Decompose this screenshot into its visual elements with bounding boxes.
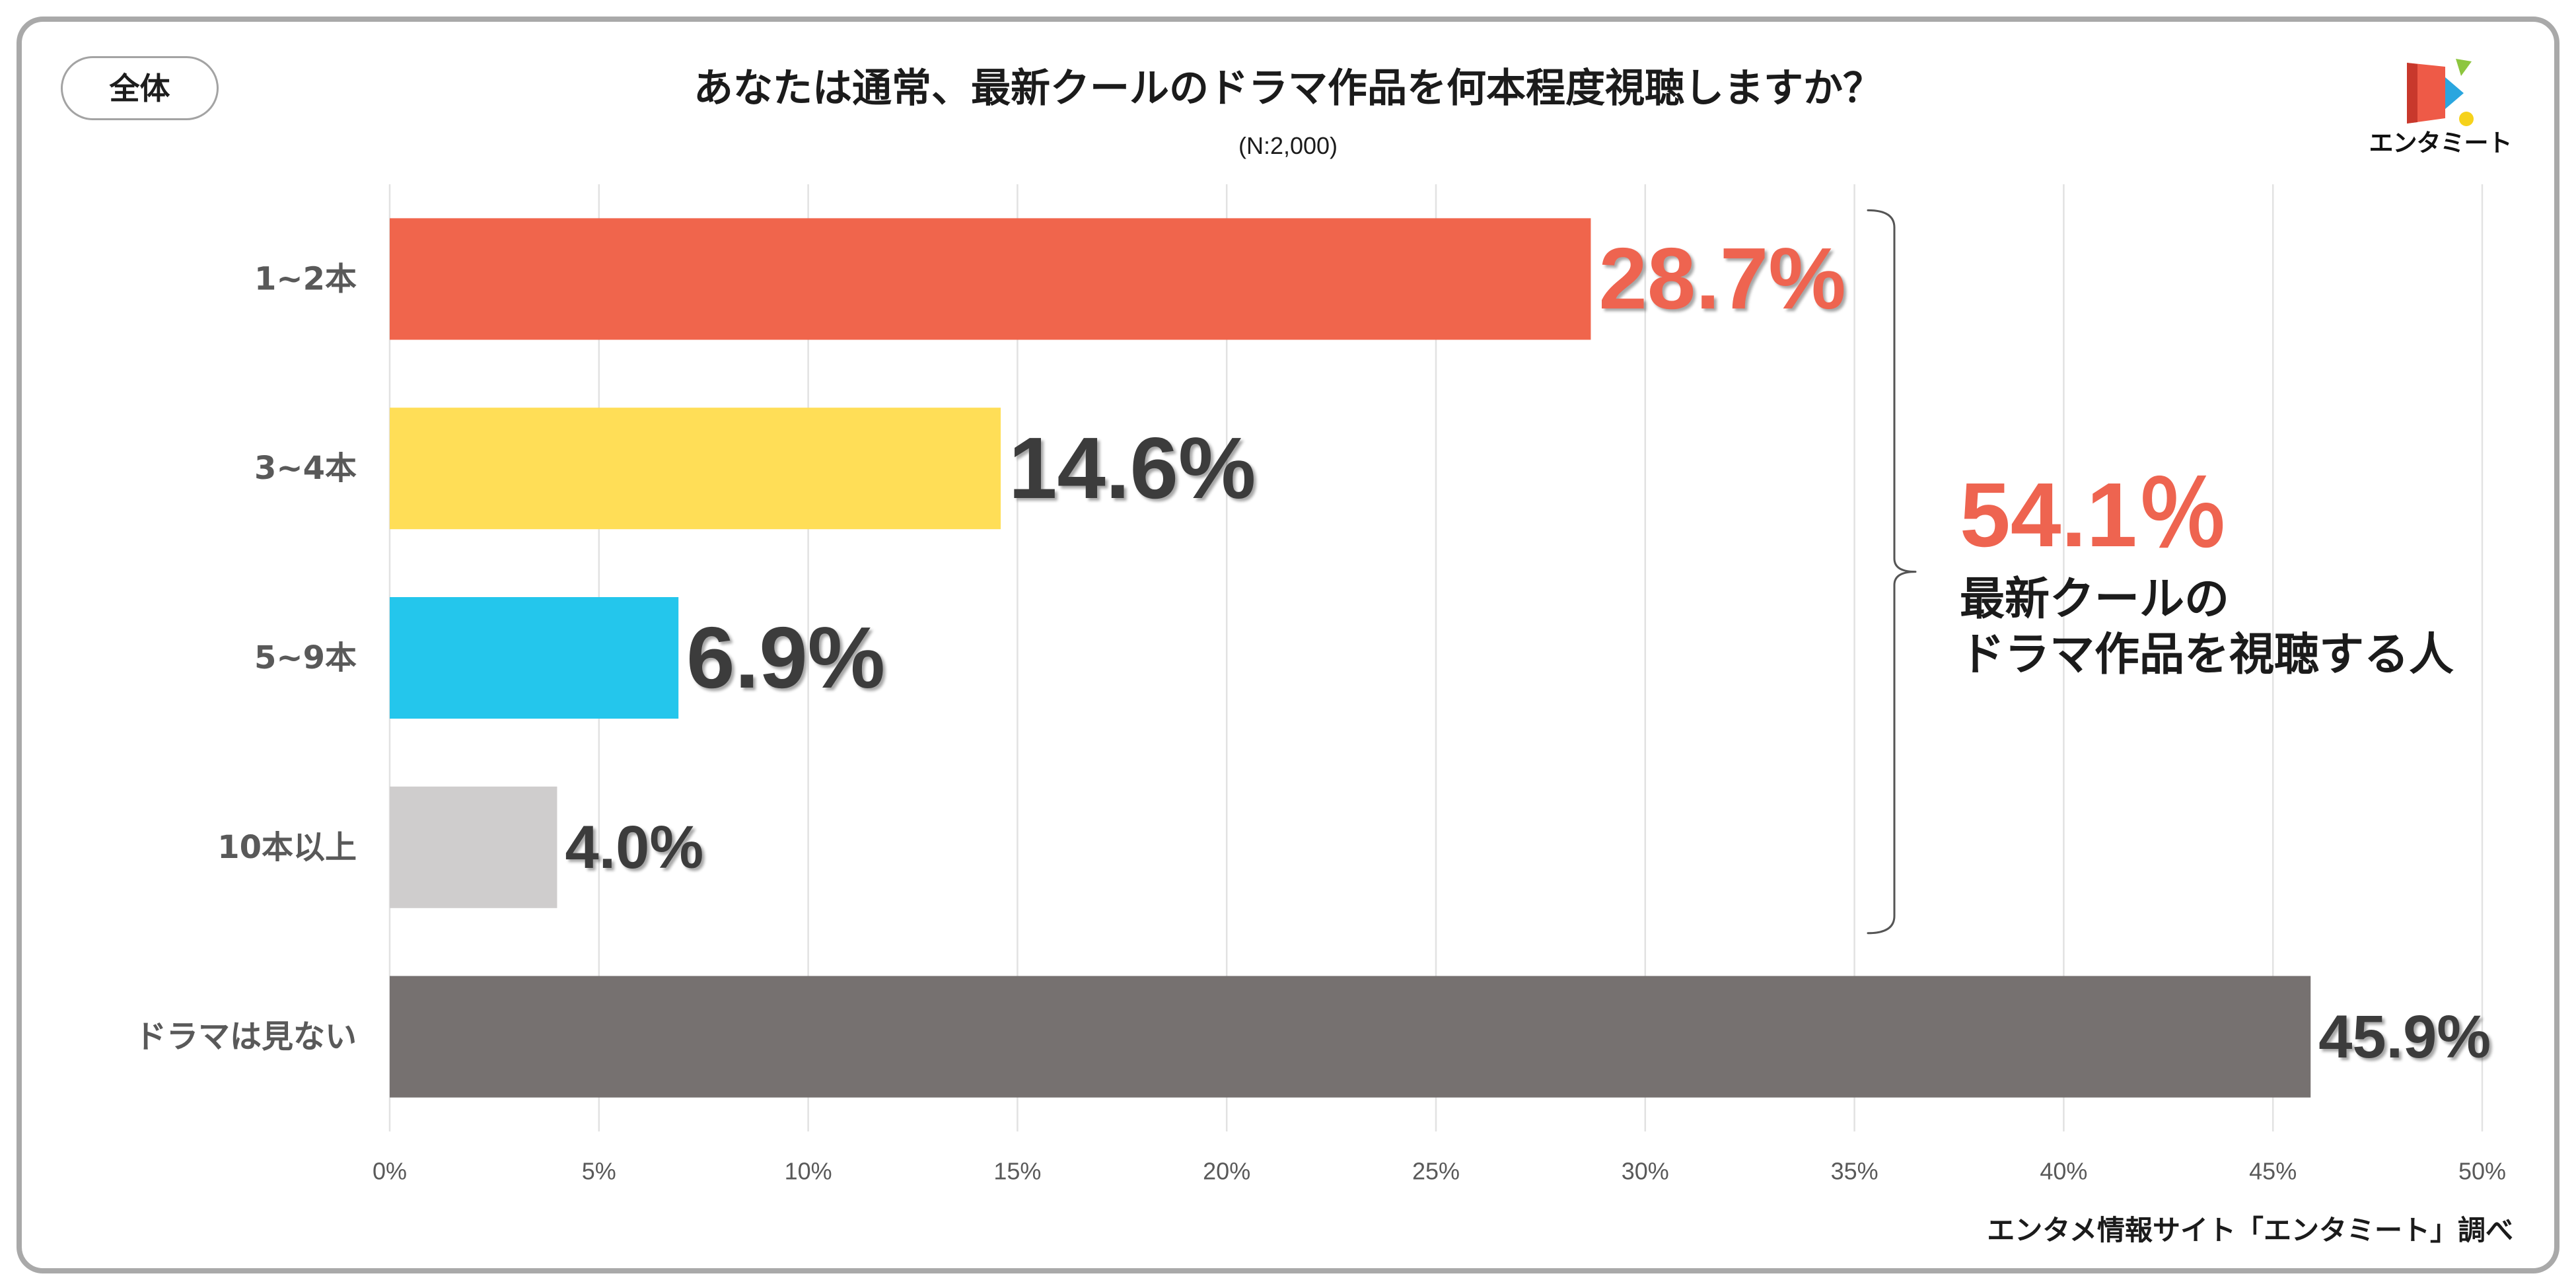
x-tick-label-10: 50% (2458, 1158, 2506, 1185)
x-tick-label-9: 45% (2249, 1158, 2297, 1185)
logo-diamond-shape (2445, 77, 2464, 109)
logo-wordmark: エンタミート (2369, 129, 2513, 157)
bar-4 (390, 976, 2311, 1098)
x-tick-label-6: 30% (1622, 1158, 1669, 1185)
logo-dot-shape (2459, 112, 2474, 126)
annotation-callout: 54.1％ 最新クールの ドラマ作品を視聴する人 (1960, 466, 2454, 683)
logo-leaf-shape (2456, 59, 2472, 76)
category-label-4: ドラマは見ない (135, 1019, 357, 1055)
annotation-text-line-2: ドラマ作品を視聴する人 (1960, 629, 2454, 681)
chart-subtitle: (N:2,000) (1238, 132, 1338, 159)
chart-title: あなたは通常、最新クールのドラマ作品を何本程度視聴しますか？ (694, 65, 1882, 112)
slide-frame (17, 17, 2559, 1273)
annotation-value: 54.1％ (1960, 464, 2229, 566)
x-tick-label-8: 40% (2040, 1158, 2087, 1185)
annotation-bracket (1867, 209, 1917, 935)
x-tick-label-5: 25% (1412, 1158, 1460, 1185)
x-tick-label-1: 5% (582, 1158, 616, 1185)
bar-0 (390, 218, 1591, 340)
segment-badge-label: 全体 (109, 70, 170, 106)
category-label-3: 10本以上 (217, 829, 357, 866)
x-tick-label-4: 20% (1203, 1158, 1250, 1185)
category-label-2: 5~9本 (254, 639, 357, 676)
annotation-text-line-1: 最新クールの (1960, 573, 2230, 626)
bars (390, 218, 2311, 1098)
x-tick-label-0: 0% (373, 1158, 407, 1185)
brand-logo: エンタミート (2367, 57, 2513, 158)
source-credit: エンタメ情報サイト「エンタミート」調べ (1987, 1214, 2513, 1246)
segment-badge: 全体 (61, 56, 219, 120)
x-tick-label-2: 10% (785, 1158, 832, 1185)
logo-door-icon (2407, 59, 2474, 126)
x-tick-label-7: 35% (1831, 1158, 1878, 1185)
bar-2 (390, 597, 679, 719)
x-tick-label-3: 15% (993, 1158, 1041, 1185)
bar-3 (390, 786, 557, 908)
category-label-1: 3~4本 (254, 450, 357, 487)
logo-door-shade (2407, 63, 2417, 124)
category-label-0: 1~2本 (254, 260, 357, 297)
x-axis-tick-labels: 0% 5% 10% 15% 20% 25% 30% 35% 40% 45% 50% (373, 1158, 2506, 1185)
bar-1 (390, 408, 1001, 530)
